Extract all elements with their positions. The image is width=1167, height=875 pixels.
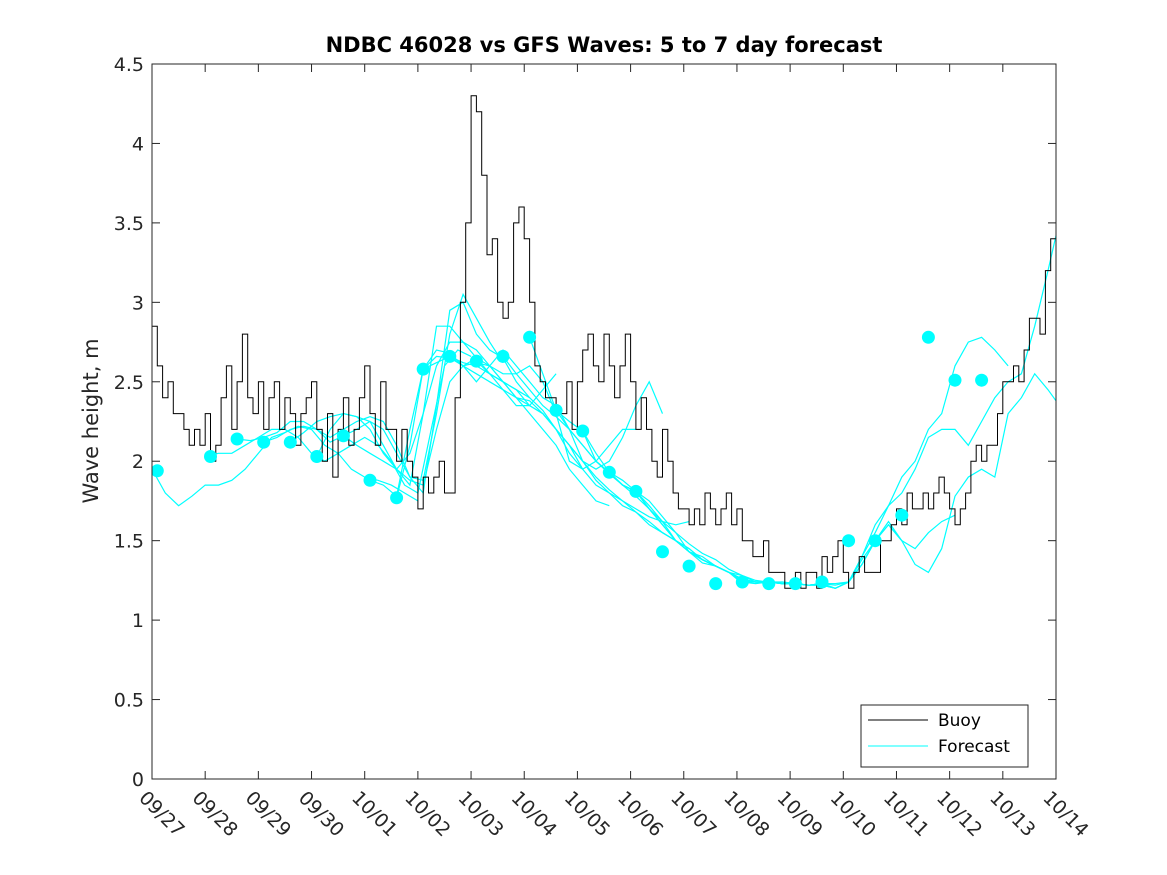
forecast-marker <box>788 577 802 591</box>
forecast-marker <box>230 432 244 446</box>
forecast-marker <box>283 435 297 449</box>
forecast-line-20 <box>742 336 1009 589</box>
forecast-marker <box>656 545 669 559</box>
forecast-marker <box>868 534 882 548</box>
forecast-marker <box>948 373 962 387</box>
forecast-marker <box>895 508 909 522</box>
y-tick-label: 0.5 <box>114 690 144 712</box>
y-tick-label: 4.5 <box>114 54 144 76</box>
forecast-marker <box>363 473 377 487</box>
legend-buoy-label: Buoy <box>938 711 981 731</box>
forecast-marker <box>416 362 430 376</box>
forecast-marker <box>443 349 457 363</box>
legend: Buoy Forecast <box>860 704 1029 768</box>
forecast-marker <box>762 577 776 591</box>
forecast-marker <box>815 575 829 589</box>
forecast-marker <box>682 559 696 573</box>
y-tick-label: 4 <box>132 133 144 155</box>
forecast-marker <box>735 575 749 589</box>
buoy-line <box>152 95 1056 589</box>
forecast-line-21 <box>795 235 1056 589</box>
forecast-line-8 <box>369 355 636 498</box>
forecast-line-9 <box>396 349 664 498</box>
y-tick-label: 3.5 <box>114 213 144 235</box>
forecast-marker <box>469 354 483 368</box>
forecast-marker <box>975 373 989 387</box>
forecast-marker <box>204 450 217 463</box>
forecast-marker <box>576 424 590 438</box>
series-layer <box>152 95 1056 591</box>
forecast-marker <box>152 464 164 478</box>
forecast-marker <box>310 450 324 463</box>
forecast-line-12 <box>475 360 743 585</box>
y-tick-label: 1.5 <box>114 531 144 553</box>
forecast-line-22 <box>848 372 1056 583</box>
y-tick-label: 1 <box>132 610 144 632</box>
forecast-marker <box>390 491 404 505</box>
y-tick-label: 3 <box>132 292 144 314</box>
forecast-marker <box>602 465 616 479</box>
forecast-marker <box>549 403 563 417</box>
legend-box <box>860 704 1029 768</box>
chart-title: NDBC 46028 vs GFS Waves: 5 to 7 day fore… <box>326 33 883 57</box>
legend-forecast-label: Forecast <box>938 737 1010 757</box>
axes <box>151 63 1057 780</box>
y-tick-label: 2 <box>132 451 144 473</box>
forecast-marker <box>921 330 935 344</box>
axes-box <box>151 63 1057 780</box>
plot-area <box>152 64 1056 779</box>
y-tick-label: 2.5 <box>114 372 144 394</box>
forecast-marker <box>709 577 723 591</box>
forecast-marker <box>629 484 643 498</box>
forecast-marker <box>496 349 510 363</box>
forecast-marker <box>336 429 350 443</box>
y-axis-label: Wave height, m <box>79 338 103 503</box>
y-axis-ticks: 0 0.5 1 1.5 2 2.5 3 3.5 4 4.5 <box>114 54 1056 791</box>
forecast-marker <box>842 534 856 548</box>
y-tick-label: 0 <box>132 769 144 791</box>
forecast-marker <box>257 435 271 449</box>
forecast-marker <box>523 330 537 344</box>
